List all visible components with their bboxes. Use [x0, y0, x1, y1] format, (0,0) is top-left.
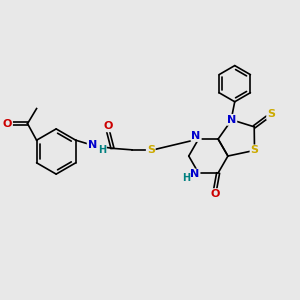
- Text: O: O: [103, 121, 113, 131]
- Text: N: N: [191, 131, 201, 141]
- Text: H: H: [182, 173, 190, 183]
- Text: N: N: [227, 115, 236, 125]
- Text: S: S: [267, 109, 275, 119]
- Text: S: S: [250, 146, 259, 155]
- Text: H: H: [98, 145, 106, 155]
- Text: O: O: [3, 118, 12, 129]
- Text: N: N: [190, 169, 200, 179]
- Text: S: S: [147, 145, 155, 155]
- Text: N: N: [88, 140, 97, 150]
- Text: O: O: [210, 189, 220, 199]
